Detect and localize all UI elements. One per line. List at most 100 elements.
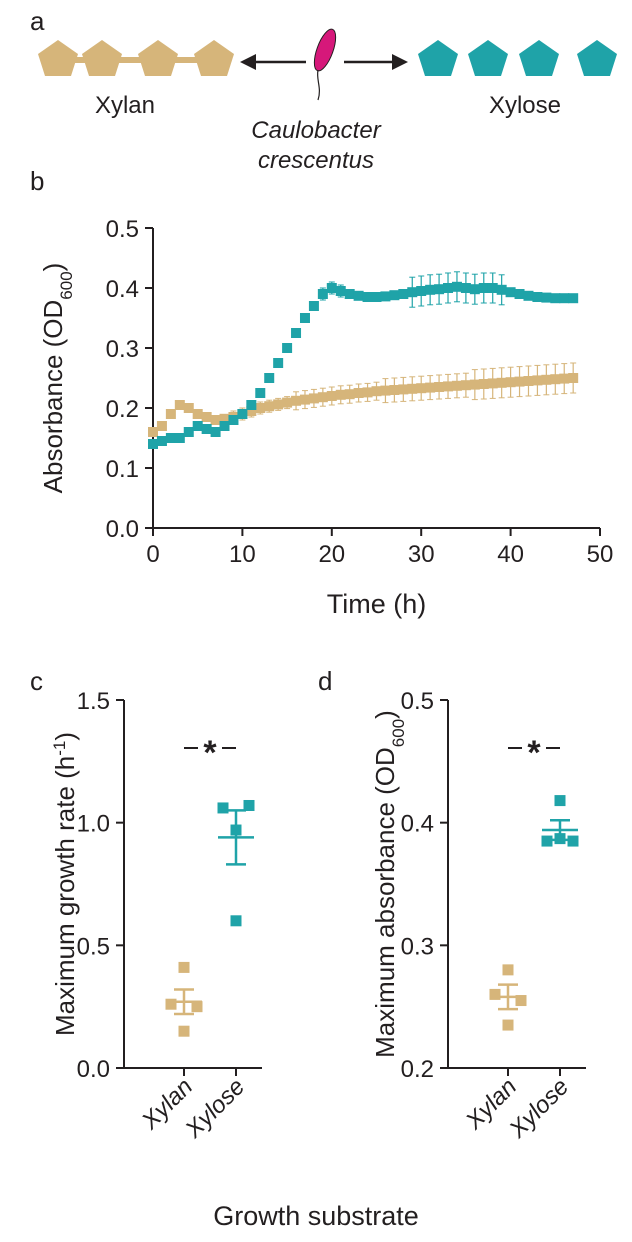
- y-tick-label: 1.5: [77, 688, 110, 715]
- point: [554, 795, 566, 807]
- marker: [434, 382, 445, 392]
- marker: [219, 413, 230, 424]
- marker: [299, 313, 310, 323]
- point: [567, 835, 579, 847]
- x-tick-label: Xylose: [503, 1073, 574, 1144]
- sugar-unit: [519, 40, 559, 76]
- marker: [407, 383, 418, 394]
- marker: [183, 403, 194, 413]
- panel-label: c: [30, 666, 43, 696]
- y-axis-title-part: ): [38, 263, 68, 272]
- marker: [425, 284, 436, 295]
- marker: [451, 380, 462, 391]
- marker: [407, 287, 418, 298]
- marker: [398, 289, 409, 299]
- marker: [246, 400, 257, 410]
- marker: [156, 436, 167, 446]
- marker: [362, 292, 373, 302]
- marker: [273, 399, 284, 410]
- marker: [532, 375, 543, 386]
- marker: [291, 395, 302, 406]
- y-axis-title: Absorbance (OD600): [38, 263, 76, 494]
- panel-label: a: [30, 6, 45, 36]
- y-axis-title-part: 600: [389, 719, 408, 747]
- marker: [443, 283, 454, 293]
- marker: [514, 289, 525, 299]
- x-tick-label: 50: [587, 541, 614, 568]
- marker: [255, 403, 266, 413]
- sugar-unit: [194, 40, 234, 76]
- marker: [228, 415, 239, 425]
- x-axis-title: Time (h): [327, 589, 427, 619]
- y-tick-label: 0.0: [77, 1056, 110, 1083]
- x-tick-label: 40: [497, 541, 524, 568]
- y-axis-title-part: ): [50, 732, 80, 741]
- y-axis-title-part: Absorbance (OD: [38, 300, 68, 494]
- marker: [532, 292, 543, 302]
- y-tick-label: 0.5: [106, 216, 139, 243]
- marker: [505, 377, 516, 388]
- marker: [308, 393, 319, 404]
- marker: [210, 427, 221, 437]
- xylose-units: [418, 40, 617, 76]
- marker: [496, 284, 507, 295]
- marker: [201, 424, 212, 434]
- y-axis-title: Maximum absorbance (OD600): [370, 710, 408, 1058]
- sugar-unit: [138, 40, 178, 76]
- point: [230, 824, 242, 836]
- marker: [425, 382, 436, 393]
- x-tick-label: 10: [229, 541, 256, 568]
- y-tick-label: 0.2: [401, 1056, 434, 1083]
- marker: [246, 406, 257, 416]
- marker: [568, 293, 579, 304]
- marker: [541, 374, 552, 385]
- marker: [523, 376, 534, 386]
- point: [243, 799, 255, 811]
- marker: [148, 427, 158, 437]
- marker: [460, 380, 471, 391]
- marker: [148, 439, 158, 449]
- point: [515, 995, 527, 1007]
- marker: [156, 421, 167, 431]
- y-tick-label: 0.4: [401, 811, 434, 838]
- marker: [389, 290, 400, 301]
- marker: [264, 401, 275, 412]
- marker: [487, 283, 498, 293]
- marker: [165, 409, 176, 419]
- arrow-head: [392, 54, 408, 70]
- point: [502, 964, 514, 976]
- marker: [460, 283, 471, 293]
- panel-label: b: [30, 166, 44, 196]
- significance-annotation: *: [203, 734, 217, 772]
- point: [489, 988, 501, 1000]
- marker: [273, 358, 284, 368]
- y-tick-label: 0.3: [401, 933, 434, 960]
- marker: [344, 289, 355, 299]
- marker: [398, 384, 409, 395]
- substrate-label: Xylan: [95, 92, 155, 119]
- marker: [416, 286, 427, 296]
- x-tick-label: 0: [146, 541, 159, 568]
- series: [489, 964, 527, 1031]
- y-tick-label: 0.1: [106, 456, 139, 483]
- marker: [496, 377, 507, 388]
- organism-label: crescentus: [258, 147, 374, 174]
- x-tick-label: 20: [318, 541, 345, 568]
- product-label: Xylose: [489, 92, 561, 119]
- point: [165, 998, 177, 1010]
- marker: [291, 328, 302, 338]
- marker: [183, 427, 194, 437]
- x-tick-label: 30: [408, 541, 435, 568]
- marker: [210, 415, 221, 425]
- marker: [264, 373, 275, 383]
- marker: [487, 378, 498, 389]
- arrow-head: [240, 54, 256, 70]
- y-axis-title-part: ): [370, 710, 400, 719]
- y-tick-label: 0.4: [106, 276, 139, 303]
- x-tick-label: Xylose: [179, 1073, 250, 1144]
- marker: [559, 293, 570, 304]
- marker: [335, 389, 346, 400]
- marker: [308, 301, 319, 311]
- marker: [201, 412, 212, 422]
